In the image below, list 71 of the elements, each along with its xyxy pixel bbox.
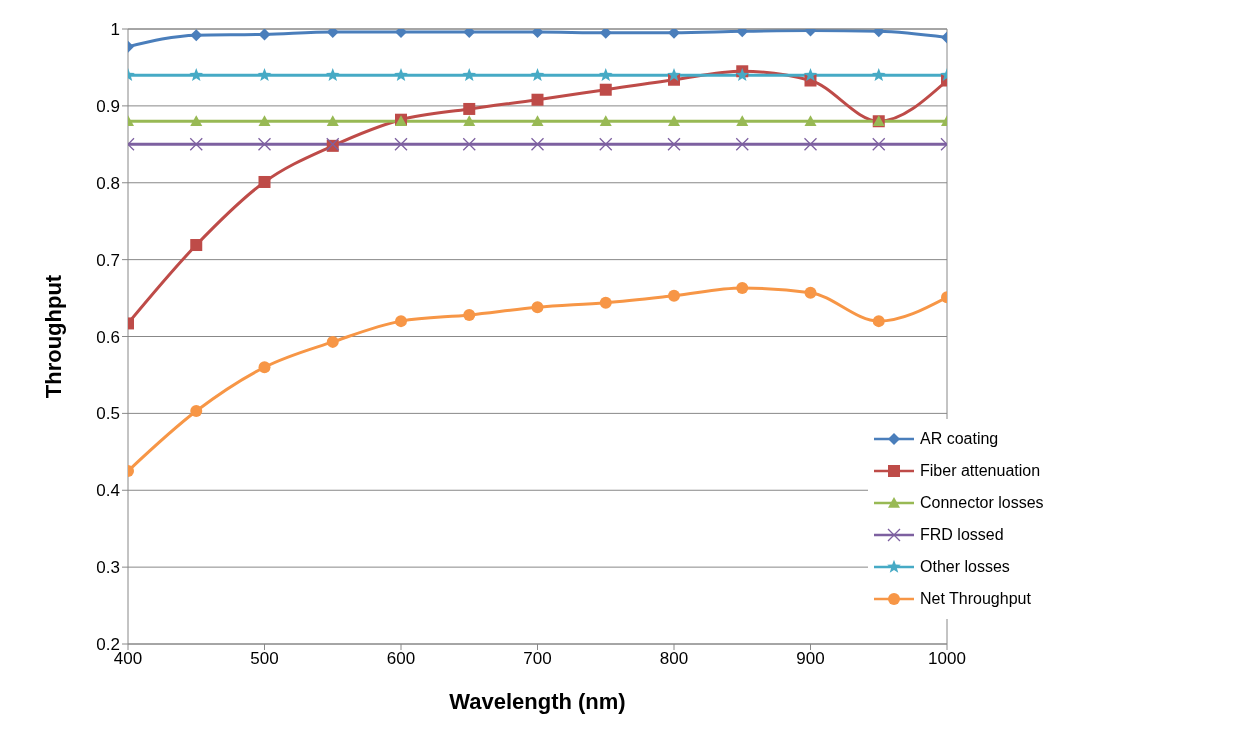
point <box>190 29 203 42</box>
point <box>530 137 545 151</box>
x-tick-label: 900 <box>796 649 825 669</box>
y-tick-label: 0.6 <box>96 327 120 347</box>
point <box>531 301 544 314</box>
point <box>463 102 476 115</box>
x-tick-label: 800 <box>659 649 689 669</box>
point <box>189 67 204 81</box>
x-tick-label: 1000 <box>928 649 966 669</box>
y-tick-label: 1 <box>110 20 120 40</box>
point <box>668 29 680 39</box>
point <box>326 335 339 348</box>
legend-label: AR coating <box>920 430 999 448</box>
point <box>736 115 749 127</box>
point <box>190 239 203 252</box>
point <box>258 175 271 188</box>
point <box>599 137 613 151</box>
point <box>257 137 272 151</box>
point <box>803 137 818 151</box>
point <box>871 67 886 81</box>
y-tick-label: 0.9 <box>96 96 120 116</box>
point <box>872 315 885 328</box>
point <box>599 83 612 96</box>
x-tick-label: 400 <box>113 649 143 669</box>
point <box>463 115 476 127</box>
x-tick-label: 700 <box>523 649 552 669</box>
point <box>599 115 612 127</box>
point <box>735 137 749 151</box>
point <box>394 67 408 81</box>
point <box>190 405 203 418</box>
x-axis-title: Wavelength (nm) <box>449 689 626 714</box>
y-tick-label: 0.4 <box>96 481 120 501</box>
point <box>394 137 408 151</box>
point <box>462 67 477 81</box>
legend-label: Fiber attenuation <box>920 462 1041 480</box>
point <box>530 67 545 81</box>
point <box>189 137 203 151</box>
point <box>804 286 817 299</box>
point <box>599 296 612 309</box>
point <box>257 67 272 81</box>
y-tick-label: 0.3 <box>96 558 120 578</box>
point <box>463 308 476 321</box>
point <box>599 29 612 39</box>
y-tick-label: 0.8 <box>96 173 120 193</box>
point <box>668 115 680 127</box>
y-tick-label: 0.7 <box>96 250 120 270</box>
point <box>667 137 681 151</box>
point <box>462 137 476 151</box>
legend-label: Connector losses <box>920 494 1044 512</box>
point <box>258 115 271 127</box>
point <box>872 137 886 151</box>
legend-label: Other losses <box>920 558 1010 576</box>
point <box>736 282 749 295</box>
point <box>531 93 544 106</box>
point <box>325 67 340 81</box>
legend-label: FRD lossed <box>920 526 1004 544</box>
y-tick-label: 0.5 <box>96 404 120 424</box>
point <box>326 115 339 127</box>
point <box>395 315 407 328</box>
point <box>803 67 818 81</box>
point <box>804 115 817 127</box>
point <box>668 289 680 302</box>
point <box>667 67 681 81</box>
point <box>598 67 613 81</box>
point <box>190 115 203 127</box>
legend-label: Net Throughput <box>920 590 1031 608</box>
x-tick-label: 500 <box>250 649 279 669</box>
y-axis-title: Throughput <box>40 274 66 399</box>
point <box>531 115 544 127</box>
x-tick-label: 600 <box>386 649 416 669</box>
point <box>258 361 271 374</box>
